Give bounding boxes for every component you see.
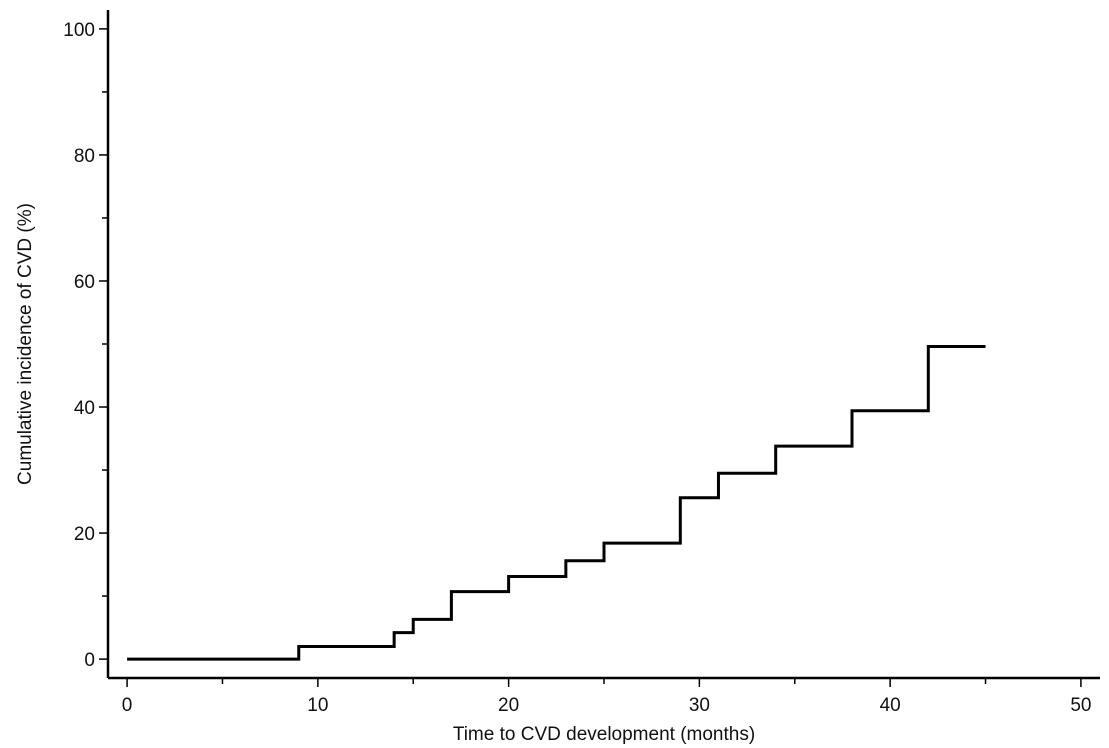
x-tick-label-20: 20 — [498, 695, 519, 716]
x-axis-title: Time to CVD development (months) — [453, 724, 755, 745]
x-tick-label-50: 50 — [1070, 695, 1091, 716]
y-tick-label-60: 60 — [74, 272, 95, 293]
x-tick-label-10: 10 — [307, 695, 328, 716]
series-layer — [127, 345, 986, 661]
x-tick-label-0: 0 — [122, 695, 133, 716]
y-tick-label-80: 80 — [74, 146, 95, 167]
y-tick-label-100: 100 — [63, 20, 95, 41]
y-tick-label-0: 0 — [84, 650, 95, 671]
y-axis-title: Cumulative incidence of CVD (%) — [15, 203, 36, 485]
x-tick-label-30: 30 — [689, 695, 710, 716]
y-ticks: 0 20 40 60 80 100 — [63, 20, 108, 671]
y-tick-label-20: 20 — [74, 524, 95, 545]
x-ticks: 0 10 20 30 40 50 — [122, 678, 1091, 716]
series-line-0 — [127, 345, 986, 661]
x-tick-label-40: 40 — [880, 695, 901, 716]
axes — [106, 10, 1100, 680]
y-tick-label-40: 40 — [74, 398, 95, 419]
